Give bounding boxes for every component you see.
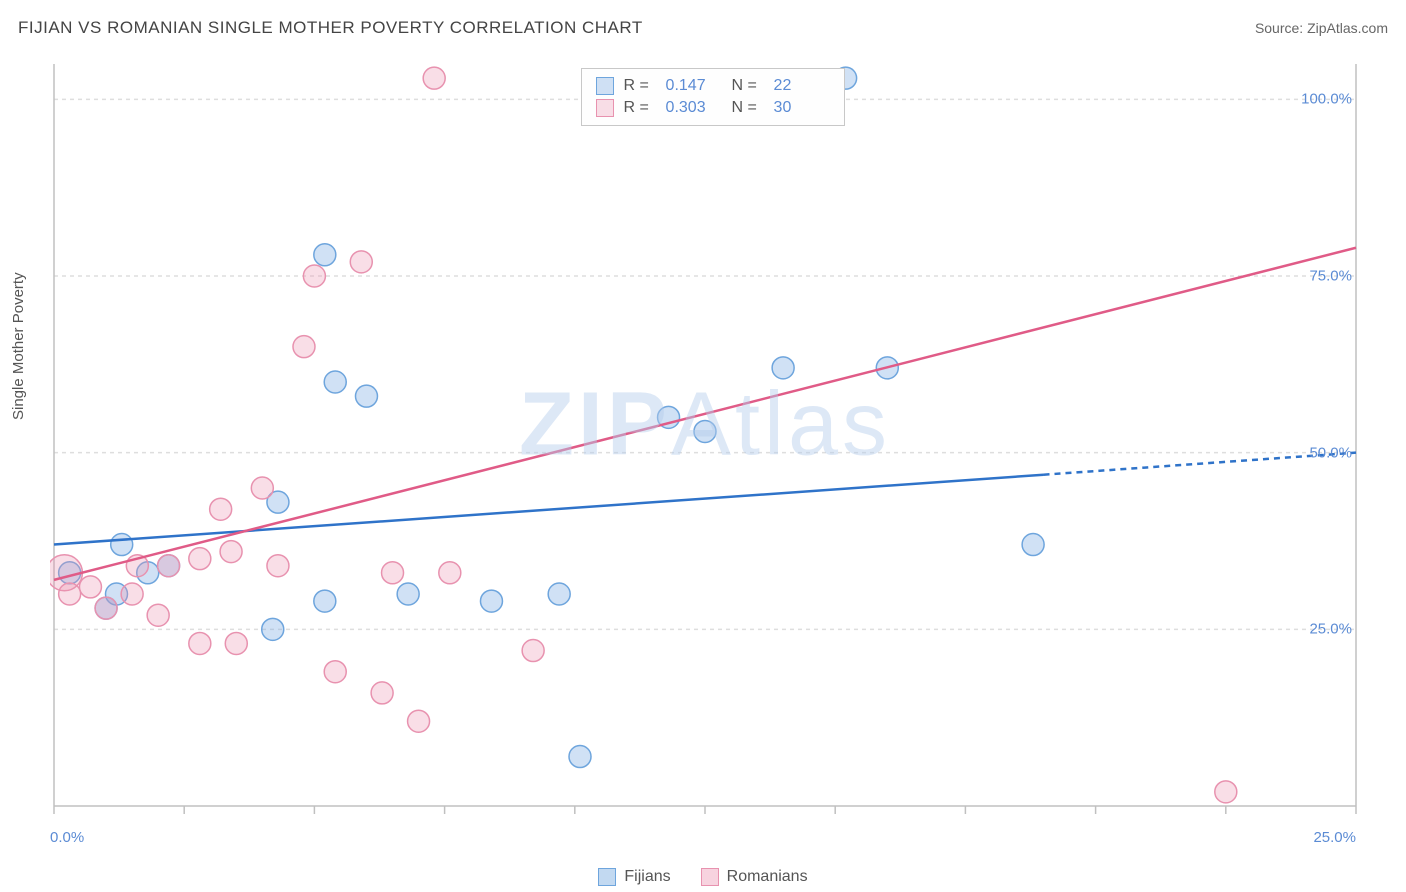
r-value: 0.303 [666, 99, 722, 117]
data-point [548, 583, 570, 605]
data-point [267, 555, 289, 577]
data-point [147, 604, 169, 626]
data-point [397, 583, 419, 605]
data-point [111, 534, 133, 556]
data-point [262, 618, 284, 640]
data-point [1215, 781, 1237, 803]
legend-label: Fijians [624, 868, 670, 886]
data-point [189, 632, 211, 654]
data-point [480, 590, 502, 612]
y-axis-label: Single Mother Poverty [10, 272, 27, 420]
data-point [569, 746, 591, 768]
source-name: ZipAtlas.com [1307, 20, 1388, 36]
data-point [225, 632, 247, 654]
data-point [314, 244, 336, 266]
source-label: Source: ZipAtlas.com [1255, 20, 1388, 36]
legend-swatch [598, 868, 616, 886]
data-point [355, 385, 377, 407]
chart-title: FIJIAN VS ROMANIAN SINGLE MOTHER POVERTY… [18, 18, 643, 38]
legend-row: R = 0.303 N = 30 [596, 97, 830, 119]
data-point [324, 661, 346, 683]
data-point [121, 583, 143, 605]
n-value: 22 [774, 77, 830, 95]
r-label: R = [624, 77, 656, 95]
legend-label: Romanians [727, 868, 808, 886]
y-tick-label: 75.0% [1309, 268, 1352, 285]
data-point [220, 541, 242, 563]
data-point [314, 590, 336, 612]
y-tick-label: 50.0% [1309, 444, 1352, 461]
n-label: N = [732, 77, 764, 95]
n-label: N = [732, 99, 764, 117]
data-point [423, 67, 445, 89]
data-point [694, 420, 716, 442]
data-point [1022, 534, 1044, 556]
chart-area: ZIPAtlas R =0.147N =22R =0.303N =30 25.0… [50, 60, 1360, 820]
series-legend: Fijians Romanians [0, 868, 1406, 886]
data-point [251, 477, 273, 499]
source-prefix: Source: [1255, 20, 1307, 36]
data-point [439, 562, 461, 584]
data-point [303, 265, 325, 287]
data-point [350, 251, 372, 273]
legend-swatch [596, 99, 614, 117]
trend-line [54, 475, 1044, 545]
r-value: 0.147 [666, 77, 722, 95]
legend-swatch [596, 77, 614, 95]
data-point [371, 682, 393, 704]
r-label: R = [624, 99, 656, 117]
data-point [95, 597, 117, 619]
scatter-plot [50, 60, 1360, 820]
x-tick-label: 25.0% [1313, 829, 1356, 846]
legend-row: R = 0.147 N = 22 [596, 75, 830, 97]
legend-swatch [701, 868, 719, 886]
y-tick-label: 100.0% [1301, 91, 1352, 108]
data-point [79, 576, 101, 598]
stats-legend: R = 0.147 N = 22 R = 0.303 N = 30 [581, 68, 845, 126]
data-point [210, 498, 232, 520]
x-tick-label: 0.0% [50, 829, 84, 846]
data-point [324, 371, 346, 393]
data-point [293, 336, 315, 358]
data-point [772, 357, 794, 379]
data-point [522, 640, 544, 662]
data-point [382, 562, 404, 584]
y-tick-label: 25.0% [1309, 621, 1352, 638]
data-point [189, 548, 211, 570]
data-point [408, 710, 430, 732]
trend-line [54, 248, 1356, 580]
data-point [59, 583, 81, 605]
data-point [158, 555, 180, 577]
n-value: 30 [774, 99, 830, 117]
series-legend-item: Romanians [701, 868, 808, 886]
series-legend-item: Fijians [598, 868, 670, 886]
